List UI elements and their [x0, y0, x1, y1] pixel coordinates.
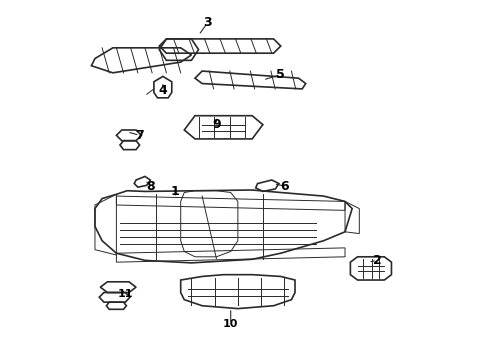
Text: 5: 5	[276, 68, 285, 81]
Text: 2: 2	[373, 254, 382, 267]
Text: 6: 6	[280, 180, 289, 193]
Text: 1: 1	[171, 185, 180, 198]
Text: 8: 8	[146, 180, 155, 193]
Text: 4: 4	[158, 84, 167, 97]
Text: 11: 11	[118, 289, 133, 298]
Text: 3: 3	[203, 16, 212, 29]
Text: 10: 10	[223, 319, 239, 329]
Text: 7: 7	[135, 129, 144, 142]
Text: 9: 9	[212, 118, 220, 131]
